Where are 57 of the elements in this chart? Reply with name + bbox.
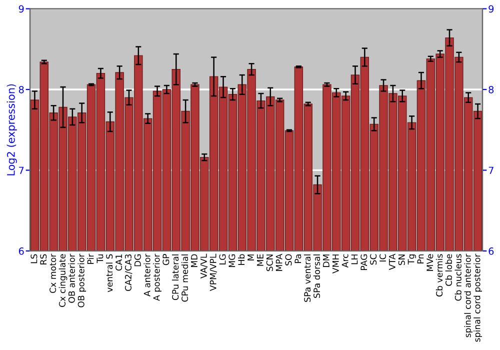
- x-tick-label: Hb: [238, 254, 245, 265]
- x-tick-label: LG: [219, 254, 226, 264]
- x-tick-label: MPA: [276, 254, 282, 271]
- x-tick-label: Cb vermis: [436, 254, 443, 297]
- x-tick-label: ventral S: [106, 254, 113, 292]
- y-tick-label: 8: [18, 86, 24, 94]
- x-tick-label: SN: [398, 254, 405, 266]
- x-tick-label: OB posterior: [78, 254, 86, 308]
- x-tick-label: A anterior: [144, 254, 150, 296]
- x-tick-label: CPu lateral: [172, 254, 179, 300]
- x-tick-label: A posterior: [153, 254, 162, 301]
- x-tick-label: CA2/CA3: [124, 254, 132, 291]
- x-tick-label: SO: [285, 254, 292, 266]
- x-tick-label: Cb nucleus: [454, 254, 462, 301]
- y-axis-title: Log2 (expression): [6, 84, 17, 176]
- y2-tick-label: 9: [488, 5, 494, 13]
- x-tick-label: OB anterior: [68, 254, 75, 303]
- x-tick-label: SPa dorsal: [313, 254, 320, 298]
- x-tick-label: Arc: [342, 254, 348, 268]
- x-tick-label: RS: [40, 254, 47, 264]
- x-tick-label: ME: [257, 254, 264, 266]
- x-tick-label: SC: [370, 254, 377, 265]
- x-tick-label: Pn: [417, 254, 424, 264]
- x-tick-label: Pa: [294, 254, 302, 263]
- x-tick-label: Cb lobe: [445, 254, 452, 286]
- x-tick-label: Tg: [408, 254, 416, 264]
- x-tick-label: Pir: [87, 254, 94, 264]
- x-tick-label: IC: [380, 254, 386, 262]
- x-tick-label: GP: [162, 254, 170, 266]
- x-tick-label: VMH: [332, 254, 339, 274]
- x-tick-label: SPa ventral: [304, 254, 311, 302]
- x-tick-label: Cx motor: [50, 254, 56, 293]
- y2-tick-label: 8: [488, 86, 494, 94]
- x-tick-label: MVe: [426, 254, 434, 271]
- x-tick-label: MG: [228, 254, 236, 267]
- x-tick-label: M: [248, 254, 254, 260]
- x-tick-label: SCN: [266, 254, 273, 272]
- x-tick-label: DG: [134, 254, 141, 266]
- x-tick-label: VPM/VPL: [210, 254, 218, 291]
- y-tick-label: 6: [18, 247, 24, 255]
- x-tick-label: VTA: [389, 254, 396, 270]
- x-tick-label: spinal cord posterior: [474, 254, 482, 342]
- x-tick-label: LH: [351, 254, 358, 264]
- y-tick-label: 7: [19, 166, 24, 174]
- x-tick-label: LS: [30, 254, 38, 264]
- y2-tick-label: 6: [488, 247, 494, 255]
- x-tick-label: VA/VL: [200, 254, 208, 278]
- x-tick-label: CPu medial: [181, 254, 188, 302]
- x-tick-label: Tu: [96, 254, 104, 264]
- y2-tick-label: 7: [488, 166, 494, 174]
- x-tick-label: spinal cord anterior: [464, 254, 473, 338]
- x-tick-label: DM: [323, 254, 330, 267]
- x-tick-label: MD: [191, 254, 198, 267]
- x-tick-label: PAG: [360, 254, 368, 270]
- x-tick-label: Cx cingulate: [58, 254, 68, 307]
- x-tick-label: CA1: [116, 254, 122, 271]
- y-tick-label: 9: [18, 5, 24, 13]
